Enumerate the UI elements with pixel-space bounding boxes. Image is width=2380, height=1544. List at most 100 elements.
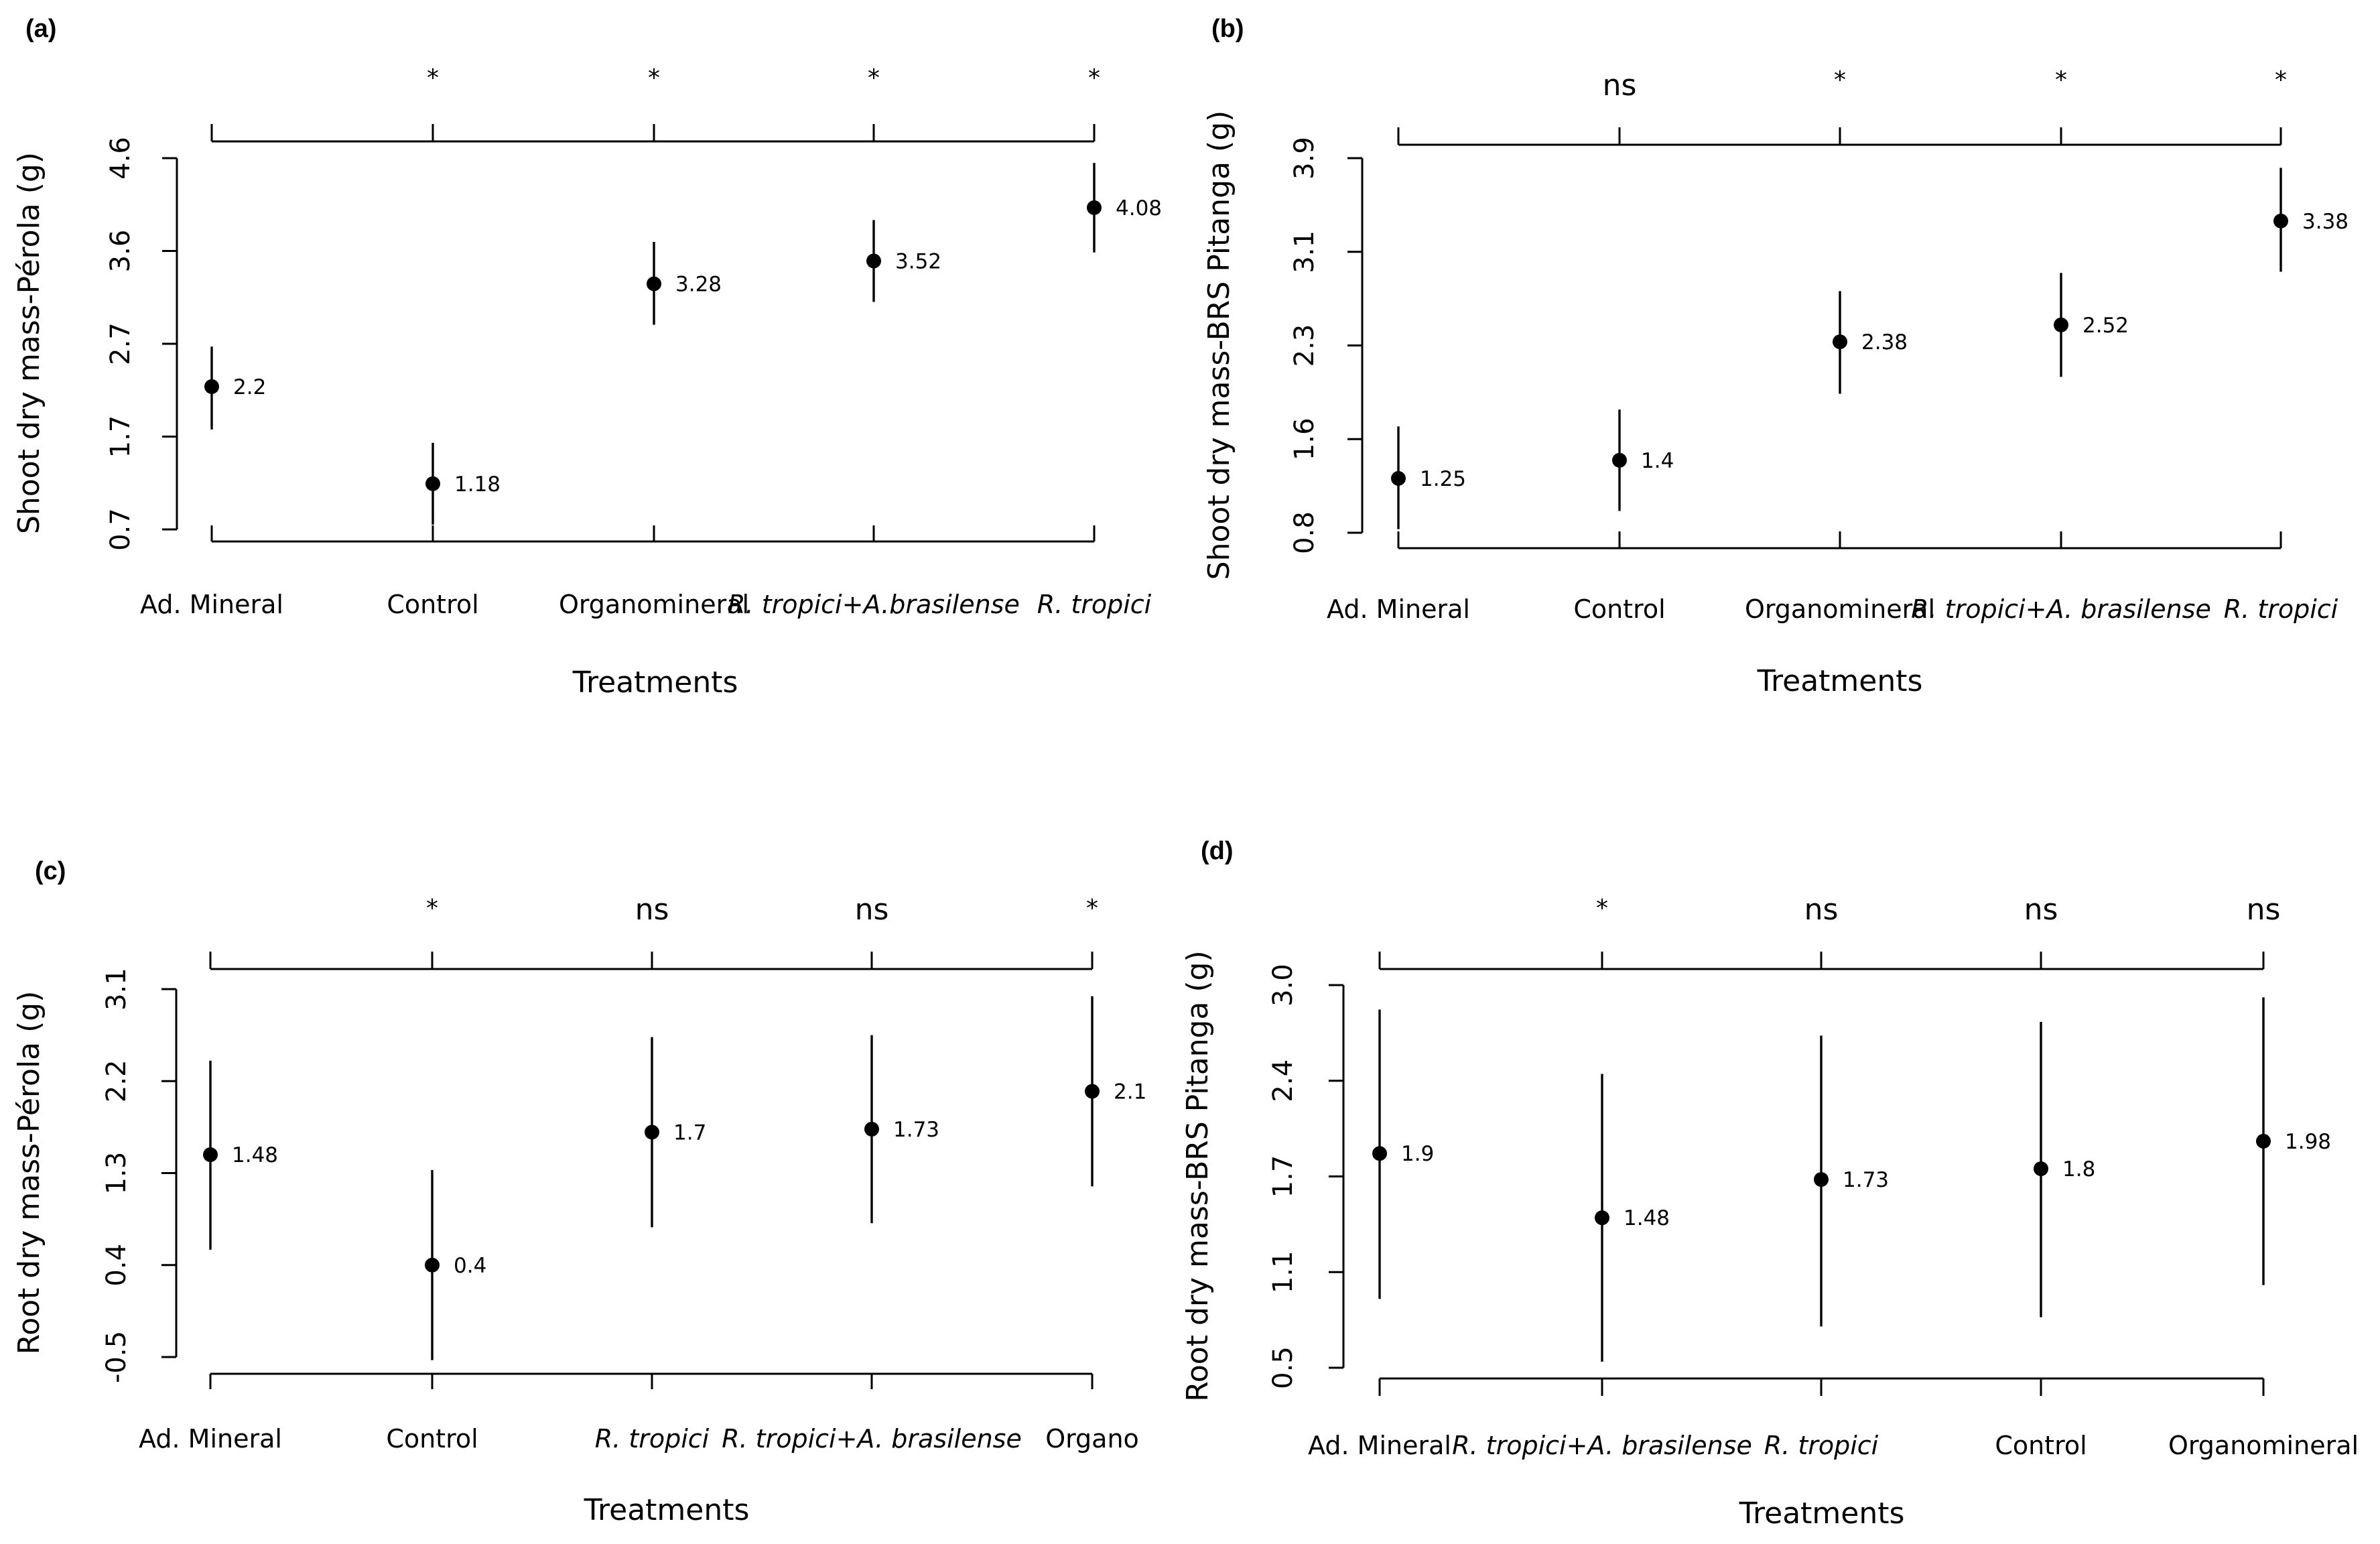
x-category-label: Organomineral [1745, 594, 1935, 624]
y-axis-label: Root dry mass-BRS Pitanga (g) [1181, 950, 1215, 1401]
x-category-label: Ad. Mineral [1327, 594, 1470, 624]
y-tick-label: 2.3 [1289, 324, 1320, 367]
significance-label: * [1834, 66, 1846, 94]
significance-label: * [2055, 66, 2067, 94]
significance-label: * [1086, 895, 1098, 922]
data-point [1391, 470, 1406, 486]
significance-label: * [427, 64, 439, 92]
data-point [864, 1121, 879, 1137]
y-tick-label: 3.6 [105, 230, 136, 273]
data-value-label: 2.2 [233, 375, 266, 399]
x-category-label: Ad. Mineral [140, 590, 283, 619]
y-axis-label: Shoot dry mass-BRS Pitanga (g) [1202, 111, 1236, 580]
x-category-label: Control [387, 590, 478, 619]
y-tick-label: 1.6 [1289, 417, 1320, 460]
y-tick-label: 4.6 [105, 137, 136, 180]
data-point [2273, 213, 2288, 229]
x-category-label: Ad. Mineral [139, 1424, 282, 1454]
chart-panel-b: (b) 0.8 1.6 2.3 3.1 3.9 Shoot dry mass-BRS Pit… [1202, 15, 2349, 698]
x-category-label: Organomineral [2168, 1431, 2359, 1460]
y-tick-label: 3.1 [1289, 231, 1320, 273]
data-value-label: 1.7 [673, 1121, 706, 1145]
data-point [204, 379, 219, 394]
data-point [1833, 334, 1847, 350]
x-category-label: Control [386, 1424, 478, 1454]
y-tick-label: 2.4 [1268, 1059, 1299, 1102]
data-value-label: 1.25 [1420, 467, 1466, 491]
x-category-label: R. tropici [1037, 590, 1152, 619]
data-value-label: 1.48 [1624, 1206, 1670, 1230]
data-value-label: 3.38 [2302, 210, 2349, 234]
y-tick-label: 1.1 [1268, 1250, 1299, 1293]
y-tick-label: 0.8 [1289, 511, 1320, 554]
significance-label: * [426, 895, 438, 922]
x-category-label: R. tropici+A. brasilense [1452, 1431, 1752, 1460]
y-tick-label: 1.7 [105, 415, 136, 458]
y-axis-label: Shoot dry mass-Pérola (g) [12, 152, 46, 534]
y-tick-label: 3.9 [1289, 137, 1320, 180]
data-point [1087, 200, 1102, 215]
data-value-label: 1.73 [1843, 1168, 1889, 1192]
x-category-label: R. tropici+A.brasilense [728, 590, 1020, 619]
x-axis-title: Treatments [1739, 1496, 1905, 1531]
x-axis-title: Treatments [572, 665, 738, 700]
significance-label: ns [2247, 893, 2281, 927]
x-category-label: R. tropici [595, 1424, 710, 1454]
x-category-label: Organo [1045, 1424, 1139, 1454]
data-value-label: 1.18 [454, 472, 501, 497]
data-point [203, 1147, 218, 1163]
y-tick-label: 1.3 [101, 1152, 132, 1195]
data-point [2034, 1161, 2048, 1177]
data-value-label: 1.73 [893, 1118, 939, 1142]
data-value-label: 2.38 [1861, 330, 1908, 355]
x-axis-title: Treatments [1757, 664, 1923, 698]
panel-label: (a) [25, 15, 56, 43]
data-value-label: 2.1 [1114, 1080, 1146, 1104]
data-point [2256, 1133, 2271, 1149]
x-category-label: Control [1995, 1431, 2087, 1460]
x-axis-title: Treatments [584, 1493, 750, 1527]
significance-label: * [648, 64, 660, 92]
panel-label: (c) [35, 857, 66, 885]
data-point [425, 1257, 440, 1273]
significance-label: ns [1603, 68, 1637, 103]
data-value-label: 4.08 [1116, 196, 1162, 220]
x-category-label: R. tropici+A. brasilense [1911, 594, 2211, 624]
chart-panel-c: (c) -0.5 0.4 1.3 2.2 3.1 Root dry mass-Pérola … [12, 857, 1146, 1527]
y-tick-label: 2.2 [101, 1059, 132, 1102]
data-point [1372, 1146, 1387, 1161]
data-value-label: 1.8 [2062, 1157, 2095, 1181]
significance-label: ns [1804, 893, 1839, 927]
y-axis-label: Root dry mass-Pérola (g) [12, 991, 46, 1355]
x-category-label: Control [1573, 594, 1665, 624]
y-tick-label: 2.7 [105, 322, 136, 365]
y-tick-label: 1.7 [1268, 1155, 1299, 1198]
data-point [425, 476, 440, 491]
significance-label: * [1596, 895, 1608, 922]
significance-label: * [2275, 66, 2287, 94]
y-tick-label: 0.4 [101, 1244, 132, 1287]
data-value-label: 3.52 [895, 249, 941, 273]
data-value-label: 1.4 [1641, 449, 1674, 473]
data-point [645, 1124, 659, 1140]
data-point [1085, 1084, 1100, 1099]
data-value-label: 1.98 [2285, 1130, 2331, 1154]
x-category-label: Ad. Mineral [1308, 1431, 1451, 1460]
data-value-label: 1.9 [1401, 1142, 1434, 1166]
data-point [647, 276, 661, 292]
y-tick-label: 0.5 [1268, 1346, 1299, 1389]
y-tick-label: -0.5 [101, 1331, 132, 1383]
data-point [2054, 317, 2068, 332]
x-category-label: R. tropici+A. brasilense [722, 1424, 1022, 1454]
data-point [1612, 452, 1627, 468]
x-category-label: Organomineral [559, 590, 749, 619]
x-category-label: R. tropici [2224, 594, 2338, 624]
y-tick-label: 0.7 [105, 508, 136, 551]
y-tick-label: 3.0 [1268, 964, 1299, 1007]
x-category-label: R. tropici [1764, 1431, 1879, 1460]
significance-label: ns [635, 893, 669, 927]
data-value-label: 1.48 [232, 1143, 278, 1167]
panel-label: (d) [1201, 837, 1234, 865]
panel-label: (b) [1211, 15, 1244, 43]
